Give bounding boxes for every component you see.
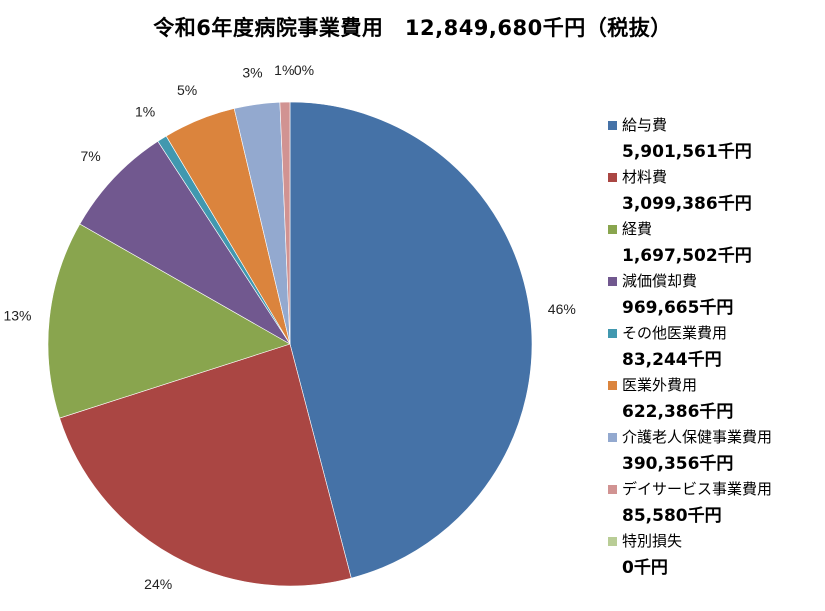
percent-label: 0% [294,62,314,78]
pie-slice [289,101,533,579]
legend-value: 1,697,502千円 [622,246,752,266]
legend-item: 減価償却費 969,665千円 [608,270,823,322]
legend-swatch [608,433,617,442]
legend-value: 622,386千円 [622,402,734,422]
legend-value: 85,580千円 [622,506,722,526]
percent-label: 13% [3,308,31,324]
legend-label: 減価償却費 [622,272,698,290]
pie-slice [279,101,291,345]
legend-value: 83,244千円 [622,350,722,370]
percent-label: 1% [274,62,294,78]
legend-label: 経費 [622,220,653,238]
legend-swatch [608,173,617,182]
legend-item: 給与費 5,901,561千円 [608,114,823,166]
legend-item: デイサービス事業費用 85,580千円 [608,478,823,530]
legend: 給与費 5,901,561千円 材料費 3,099,386千円 経費 1,697,502千… [608,114,823,582]
percent-label: 24% [144,576,172,592]
percent-label: 5% [177,82,197,98]
legend-item: 介護老人保健事業費用 390,356千円 [608,426,823,478]
legend-label: 医業外費用 [622,376,698,394]
legend-label: 材料費 [622,168,668,186]
percent-label: 46% [548,301,576,317]
legend-swatch [608,485,617,494]
pie-slice [79,140,291,345]
legend-value: 390,356千円 [622,454,734,474]
legend-value: 3,099,386千円 [622,194,752,214]
legend-swatch [608,277,617,286]
legend-label: 特別損失 [622,532,683,550]
legend-swatch [608,225,617,234]
legend-value: 5,901,561千円 [622,142,752,162]
legend-swatch [608,121,617,130]
percent-label: 3% [242,65,262,81]
legend-swatch [608,381,617,390]
percent-label: 7% [80,148,100,164]
legend-label: デイサービス事業費用 [622,480,773,498]
legend-label: 給与費 [622,116,668,134]
legend-swatch [608,537,617,546]
legend-swatch [608,329,617,338]
legend-item: 材料費 3,099,386千円 [608,166,823,218]
legend-value: 969,665千円 [622,298,734,318]
percent-label: 1% [135,104,155,120]
pie-slice [59,343,352,587]
legend-item: 特別損失 0千円 [608,530,823,582]
legend-item: 医業外費用 622,386千円 [608,374,823,426]
legend-item: その他医業費用 83,244千円 [608,322,823,374]
legend-item: 経費 1,697,502千円 [608,218,823,270]
pie-slice [47,223,291,419]
legend-value: 0千円 [622,558,668,578]
legend-label: 介護老人保健事業費用 [622,428,773,446]
legend-label: その他医業費用 [622,324,728,342]
chart-title: 令和6年度病院事業費用 12,849,680千円（税抜） [153,16,672,40]
